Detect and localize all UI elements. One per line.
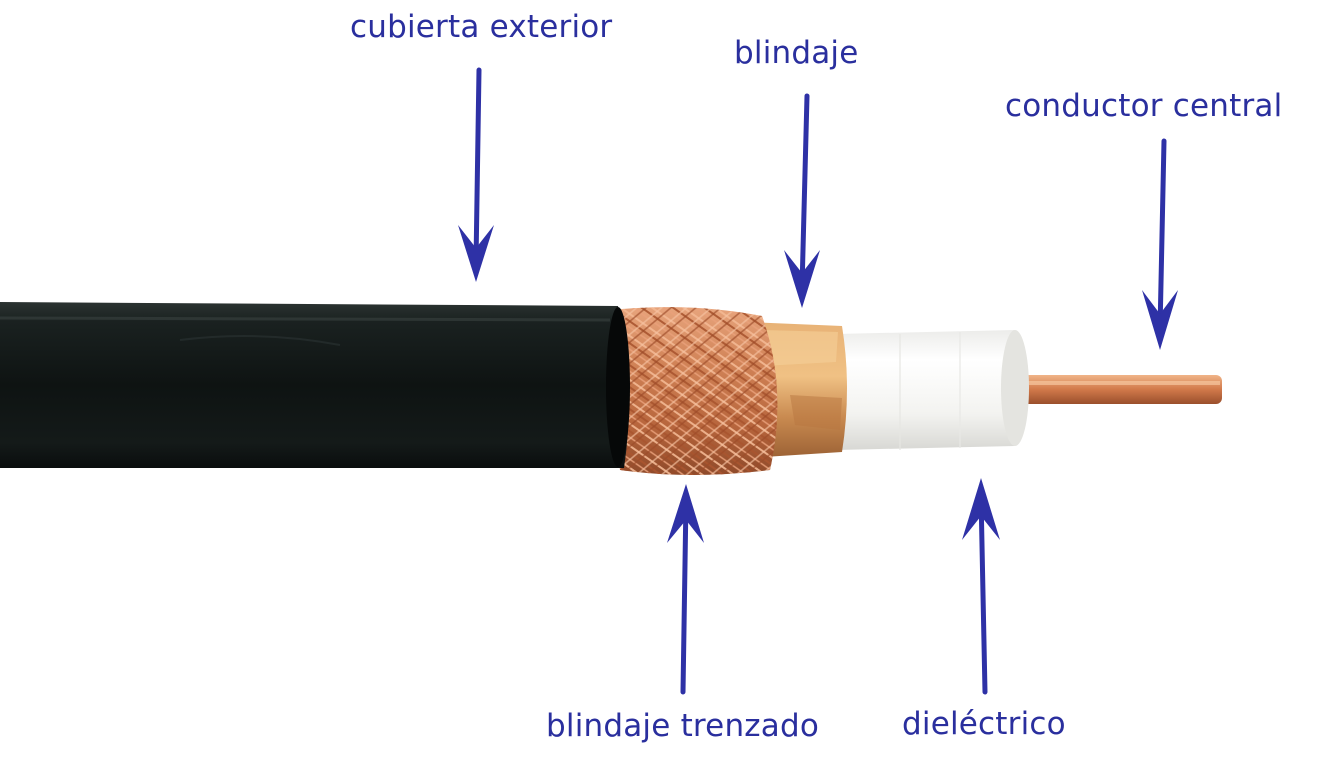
center-conductor-wire bbox=[1000, 375, 1222, 404]
arrow-braided-shield bbox=[667, 484, 704, 695]
label-shield: blindaje bbox=[734, 35, 859, 71]
arrow-center-conductor bbox=[1142, 138, 1178, 350]
braided-shield bbox=[612, 307, 778, 475]
label-braided-shield: blindaje trenzado bbox=[546, 708, 820, 744]
outer-jacket bbox=[0, 302, 630, 468]
dielectric-insulation bbox=[836, 330, 1029, 450]
arrow-shield bbox=[784, 93, 820, 308]
label-center-conductor: conductor central bbox=[1005, 88, 1283, 124]
label-dielectric: dieléctrico bbox=[902, 706, 1066, 742]
arrow-dielectric bbox=[962, 478, 1000, 695]
arrow-outer-jacket bbox=[458, 67, 494, 282]
label-outer-jacket: cubierta exterior bbox=[350, 9, 613, 45]
